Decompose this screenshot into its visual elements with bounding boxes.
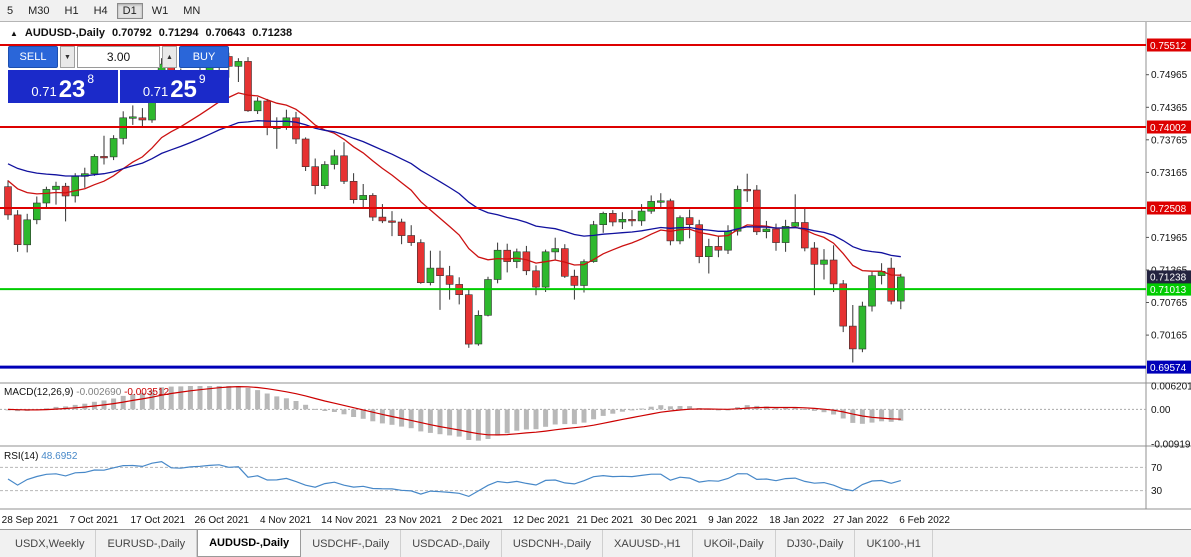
- date-axis-label: 30 Dec 2021: [641, 515, 698, 526]
- price-tick-label: 0.70165: [1151, 331, 1188, 342]
- symbol-direction-icon: ▲: [10, 28, 18, 38]
- price-tick-label: 0.73765: [1151, 135, 1188, 146]
- price-chart-canvas[interactable]: 0.74965 0.74365 0.73765 0.73165 0.71965 0.71 3…: [0, 22, 1191, 529]
- timeframe-button-5[interactable]: 5: [7, 4, 14, 17]
- volume-input[interactable]: 3.00: [77, 46, 160, 68]
- date-axis-label: 6 Feb 2022: [899, 515, 950, 526]
- ohlc-low: 0.70643: [205, 27, 246, 39]
- ma-slow-line: [7, 120, 901, 258]
- sell-price-main: 0.71: [31, 84, 57, 100]
- date-axis-label: 21 Dec 2021: [577, 515, 634, 526]
- price-axis-tag: 0.72508: [1147, 201, 1191, 215]
- date-axis-label: 18 Jan 2022: [769, 515, 824, 526]
- timeframe-button-W1[interactable]: W1: [151, 4, 169, 17]
- sell-price-big: 23: [58, 76, 86, 104]
- date-axis-label: 7 Oct 2021: [69, 515, 118, 526]
- timeframe-button-H1[interactable]: H1: [64, 4, 79, 17]
- price-axis-tag: 0.74002: [1147, 120, 1191, 134]
- ma-fast-line: [7, 92, 901, 276]
- date-axis-label: 12 Dec 2021: [513, 515, 570, 526]
- chart-header: ▲ AUDUSD-,Daily 0.70792 0.71294 0.70643 …: [10, 27, 292, 39]
- volume-decrement-button[interactable]: ▼: [60, 46, 75, 68]
- chart-tab-audusd-daily[interactable]: AUDUSD-,Daily: [197, 530, 302, 557]
- svg-text:0.75512: 0.75512: [1150, 41, 1187, 52]
- price-axis-tag: 0.75512: [1147, 38, 1191, 52]
- chart-tab-usdcnh-daily[interactable]: USDCNH-,Daily: [502, 530, 604, 557]
- macd-axis-label: -0.009193: [1151, 440, 1191, 451]
- buy-price-box[interactable]: 0.71 25 9: [119, 70, 229, 104]
- chart-tab-dj30-daily[interactable]: DJ30-,Daily: [776, 530, 856, 557]
- buy-price-main: 0.71: [142, 84, 169, 100]
- rsi-axis-label: 70: [1151, 463, 1163, 474]
- chart-tab-usdcad-daily[interactable]: USDCAD-,Daily: [401, 530, 502, 557]
- chart-tab-usdx-weekly[interactable]: USDX,Weekly: [4, 530, 97, 557]
- sell-button[interactable]: SELL: [8, 46, 58, 68]
- ohlc-close: 0.71238: [252, 27, 293, 39]
- timeframe-button-H4[interactable]: H4: [93, 4, 108, 17]
- timeframe-toolbar: 5 M30 H1 H4 D1 W1 MN: [0, 0, 1191, 22]
- chart-tab-ukoil-daily[interactable]: UKOil-,Daily: [693, 530, 776, 557]
- macd-axis-label: 0.00: [1151, 405, 1171, 416]
- price-axis-tag: 0.71013: [1147, 282, 1191, 296]
- date-axis-label: 28 Sep 2021: [2, 515, 59, 526]
- buy-price-sup: 9: [198, 72, 206, 86]
- timeframe-button-M30[interactable]: M30: [28, 4, 50, 17]
- svg-text:0.71013: 0.71013: [1150, 285, 1187, 296]
- symbol-tabs: USDX,Weekly EURUSD-,Daily AUDUSD-,Daily USD…: [0, 529, 1191, 557]
- price-axis-tag: 0.69574: [1147, 360, 1191, 374]
- buy-price-big: 25: [170, 76, 197, 104]
- price-tick-label: 0.74965: [1151, 70, 1188, 81]
- date-axis-label: 14 Nov 2021: [321, 515, 378, 526]
- macd-signal-line: [7, 385, 901, 436]
- date-axis-label: 2 Dec 2021: [452, 515, 504, 526]
- macd-axis-label: 0.006201: [1151, 382, 1191, 393]
- volume-increment-button[interactable]: ▲: [162, 46, 177, 68]
- price-tick-label: 0.70765: [1151, 298, 1188, 309]
- chart-tab-uk100-h1[interactable]: UK100-,H1: [855, 530, 933, 557]
- ohlc-high: 0.71294: [158, 27, 199, 39]
- price-tick-label: 0.74365: [1151, 103, 1188, 114]
- price-axis-tag: 0.71238: [1147, 270, 1191, 284]
- timeframe-button-MN[interactable]: MN: [183, 4, 201, 17]
- sell-price-box[interactable]: 0.71 23 8: [8, 70, 118, 103]
- macd-histogram: [5, 386, 904, 441]
- date-axis-label: 26 Oct 2021: [194, 515, 249, 526]
- rsi-axis-label: 30: [1151, 486, 1163, 497]
- chart-tab-usdchf-daily[interactable]: USDCHF-,Daily: [301, 530, 402, 557]
- buy-button[interactable]: BUY: [179, 46, 229, 68]
- rsi-line: [7, 460, 901, 498]
- price-tick-label: 0.73165: [1151, 168, 1188, 179]
- date-axis-label: 17 Oct 2021: [131, 515, 186, 526]
- price-tick-label: 0.71965: [1151, 233, 1188, 244]
- date-axis-label: 23 Nov 2021: [385, 515, 442, 526]
- svg-text:0.71238: 0.71238: [1150, 273, 1187, 284]
- macd-label: MACD(12,26,9) -0.002690 -0.003512: [4, 387, 170, 398]
- chart-tab-eurusd-daily[interactable]: EURUSD-,Daily: [96, 530, 198, 557]
- svg-text:0.74002: 0.74002: [1150, 123, 1187, 134]
- sell-price-sup: 8: [87, 72, 95, 86]
- svg-text:0.72508: 0.72508: [1150, 204, 1187, 215]
- one-click-trade-panel: SELL ▼ 3.00 ▲ BUY 0.71 23 8 0.71 25 9: [8, 46, 229, 103]
- date-axis-label: 27 Jan 2022: [833, 515, 888, 526]
- ohlc-open: 0.70792: [112, 27, 152, 39]
- timeframe-button-D1[interactable]: D1: [116, 2, 143, 19]
- chart-symbol-title: AUDUSD-,Daily: [24, 27, 105, 39]
- date-axis-label: 9 Jan 2022: [708, 515, 758, 526]
- rsi-label: RSI(14) 48.6952: [4, 451, 78, 462]
- chart-background: [0, 22, 1191, 529]
- svg-text:0.69574: 0.69574: [1150, 363, 1187, 374]
- chart-tab-xauusd-h1[interactable]: XAUUSD-,H1: [603, 530, 693, 557]
- date-axis-label: 4 Nov 2021: [260, 515, 312, 526]
